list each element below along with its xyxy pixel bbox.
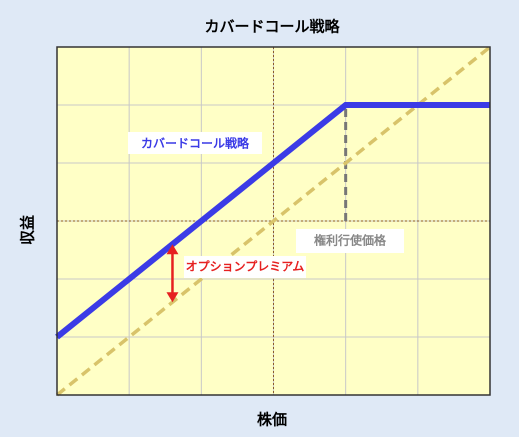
y-axis-label: 収益 (19, 215, 37, 245)
arrow-head (166, 292, 179, 303)
plot-frame (56, 46, 491, 396)
label-background (128, 132, 262, 154)
x-axis-label: 株価 (257, 411, 287, 429)
strike-label: 権利行使価格 (314, 233, 387, 248)
chart-title: カバードコール戦略 (204, 18, 340, 36)
label-background (184, 256, 306, 278)
series-label: カバードコール戦略 (141, 136, 250, 151)
arrow-head (166, 244, 179, 255)
label-background (296, 229, 404, 253)
series-line (55, 45, 492, 397)
premium-label: オプションプレミアム (186, 259, 305, 274)
series-line (55, 102, 490, 340)
